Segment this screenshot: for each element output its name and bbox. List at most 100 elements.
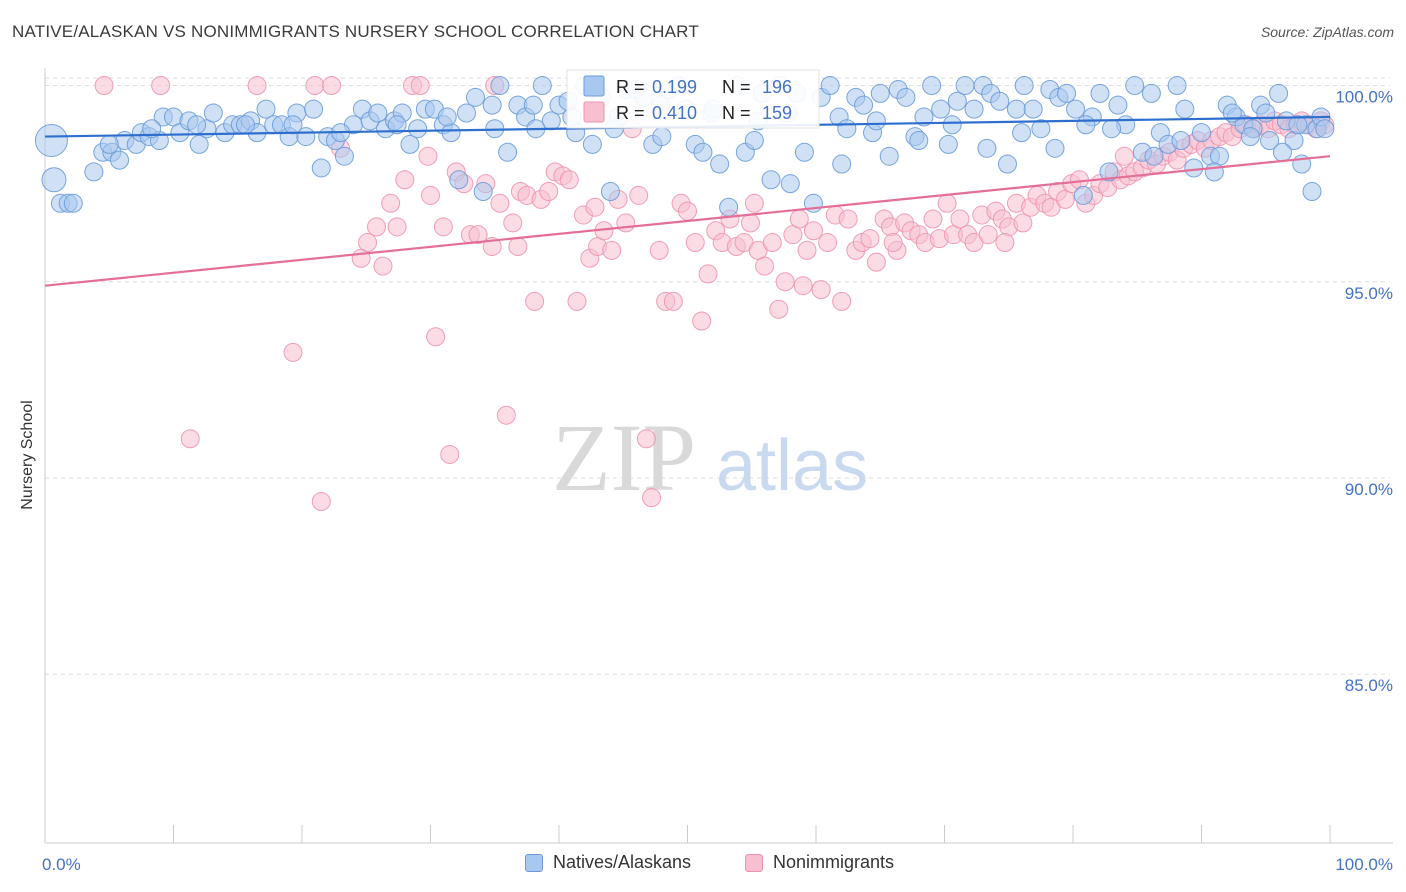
native-point-50: [449, 170, 469, 190]
native-point-161: [1204, 162, 1224, 182]
native-point-108: [938, 134, 958, 154]
native-point-156: [1288, 115, 1308, 135]
nonimmigrant-point-39: [567, 291, 587, 311]
native-point-163: [1144, 146, 1164, 166]
native-point-49: [441, 123, 461, 143]
native-point-126: [1090, 83, 1110, 103]
native-point-8: [110, 150, 130, 170]
nonimmigrant-point-150: [508, 236, 528, 256]
native-point-4: [63, 193, 83, 213]
native-point-101: [879, 146, 899, 166]
native-point-55: [490, 76, 510, 96]
grid-lines: 85.0% 90.0% 95.0% 100.0%: [45, 77, 1393, 695]
nonimmigrant-point-13: [381, 193, 401, 213]
native-point-85: [744, 130, 764, 150]
native-point-79: [693, 142, 713, 162]
nonimmigrant-point-50: [642, 488, 662, 508]
nonimmigrant-point-44: [602, 240, 622, 260]
native-point-184: [283, 115, 303, 135]
native-point-82: [719, 197, 739, 217]
nonimmigrant-point-77: [832, 291, 852, 311]
nonimmigrant-point-51: [649, 240, 669, 260]
native-point-128: [1108, 95, 1128, 115]
nonimmigrant-point-68: [769, 299, 789, 319]
native-point-45: [408, 119, 428, 139]
native-point-118: [1023, 99, 1043, 119]
legend-stats-r-value-1: 0.410: [652, 103, 697, 123]
native-point-172: [832, 154, 852, 174]
nonimmigrant-point-19: [426, 327, 446, 347]
native-point-20: [203, 103, 223, 123]
native-point-0: [34, 123, 68, 157]
nonimmigrant-point-46: [616, 213, 636, 233]
native-point-40: [368, 103, 388, 123]
native-point-87: [761, 170, 781, 190]
native-point-98: [854, 95, 874, 115]
native-point-59: [523, 95, 543, 115]
nonimmigrant-point-152: [744, 193, 764, 213]
nonimmigrant-point-154: [883, 233, 903, 253]
native-point-170: [909, 130, 929, 150]
nonimmigrant-point-48: [629, 185, 649, 205]
legend-swatch-natives: [525, 853, 543, 872]
nonimmigrant-point-17: [410, 76, 430, 96]
nonimmigrant-point-2: [180, 429, 200, 449]
native-point-186: [187, 115, 207, 135]
native-point-60: [532, 76, 552, 96]
native-point-146: [1260, 130, 1280, 150]
native-point-127: [1099, 162, 1119, 182]
nonimmigrant-point-81: [860, 229, 880, 249]
nonimmigrant-point-75: [818, 233, 838, 253]
nonimmigrant-point-98: [978, 225, 998, 245]
native-point-182: [387, 115, 407, 135]
trend-line-nonimmigrants: [44, 155, 1331, 287]
legend-item-nonimmigrants[interactable]: Nonimmigrants: [745, 852, 894, 873]
native-point-114: [990, 91, 1010, 111]
nonimmigrant-point-55: [678, 201, 697, 221]
legend-stats-box: [566, 69, 820, 129]
legend-stats-r-label-0: R =: [616, 77, 645, 97]
nonimmigrant-point-30: [503, 213, 523, 233]
native-point-56: [498, 142, 518, 162]
nonimmigrant-point-153: [793, 276, 813, 296]
y-axis-label: Nursery School: [19, 400, 36, 510]
x-tick-label-1: 100.0%: [1335, 855, 1393, 874]
native-point-26: [256, 99, 276, 119]
nonimmigrant-point-4: [283, 342, 303, 362]
native-point-169: [942, 115, 962, 135]
native-point-168: [977, 138, 997, 158]
native-point-124: [1073, 185, 1093, 205]
nonimmigrant-point-49: [636, 429, 656, 449]
native-point-18: [189, 134, 209, 154]
nonimmigrant-point-156: [1114, 146, 1134, 166]
native-point-32: [304, 99, 324, 119]
native-point-117: [1014, 76, 1034, 96]
native-point-119: [1031, 119, 1051, 139]
legend-item-natives[interactable]: Natives/Alaskans: [525, 852, 691, 873]
native-point-158: [1256, 103, 1276, 123]
native-point-122: [1057, 83, 1077, 103]
nonimmigrant-point-18: [418, 146, 438, 166]
y-tick-label-1: 90.0%: [1345, 480, 1393, 499]
watermark-atlas: atlas: [716, 426, 868, 506]
native-point-137: [1184, 158, 1204, 178]
nonimmigrant-point-90: [923, 209, 943, 229]
native-point-188: [99, 134, 119, 154]
native-point-166: [1045, 138, 1065, 158]
native-point-187: [142, 119, 162, 139]
native-point-100: [870, 83, 890, 103]
nonimmigrant-point-151: [585, 197, 605, 217]
legend-stats-r-value-0: 0.199: [652, 77, 697, 97]
nonimmigrant-point-78: [838, 209, 858, 229]
legend-label-nonimmigrants: Nonimmigrants: [773, 852, 895, 872]
native-point-123: [1066, 99, 1086, 119]
native-point-115: [997, 154, 1017, 174]
legend-stats-n-label-1: N =: [722, 103, 751, 123]
native-point-132: [1141, 83, 1161, 103]
nonimmigrant-point-12: [373, 256, 393, 276]
native-point-91: [794, 142, 814, 162]
nonimmigrant-point-21: [440, 444, 460, 464]
native-point-157: [1272, 142, 1292, 162]
native-point-51: [456, 103, 476, 123]
legend-stats-swatch-1: [583, 101, 605, 123]
